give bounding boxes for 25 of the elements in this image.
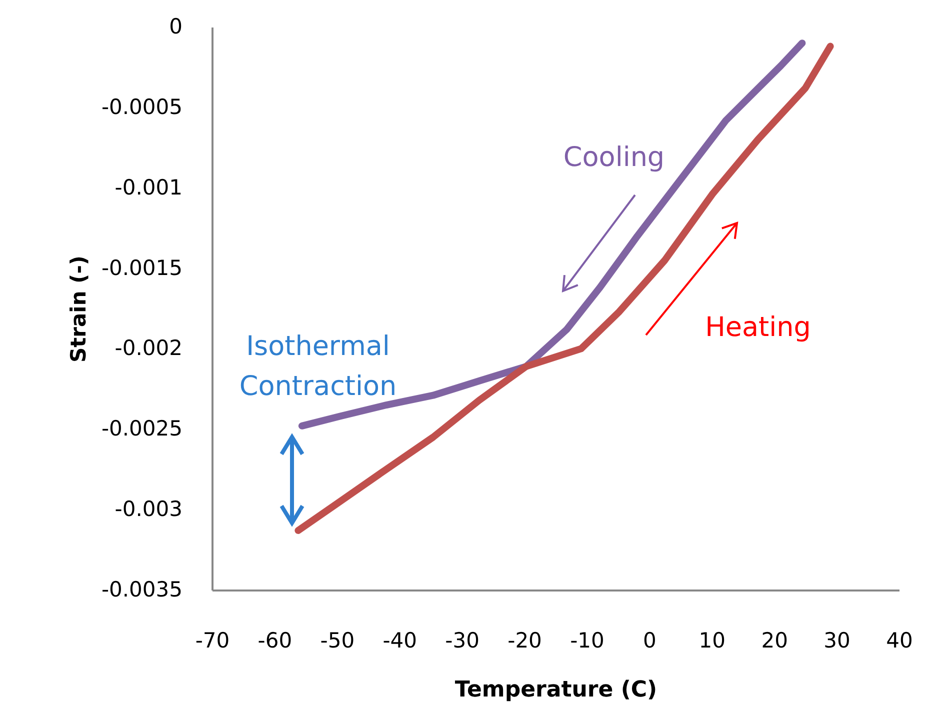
x-tick-label: -10 (570, 628, 604, 652)
y-tick-label: 0 (169, 14, 182, 38)
x-tick-label: 20 (761, 628, 788, 652)
x-tick-label: -60 (258, 628, 292, 652)
y-tick-label: -0.001 (114, 175, 182, 200)
y-tick-label: -0.002 (114, 336, 182, 360)
annotation: Cooling (563, 142, 665, 173)
x-axis-title: Temperature (C) (454, 678, 658, 702)
x-tick-label: 30 (824, 628, 850, 652)
y-tick-label: -0.003 (114, 497, 182, 522)
y-tick-label: -0.0015 (101, 256, 182, 280)
y-tick-label: -0.0005 (101, 94, 182, 119)
y-tick-label: -0.0025 (101, 416, 182, 441)
annotation: Heating (705, 312, 811, 343)
x-tick-label: 40 (886, 628, 913, 652)
x-tick-label: -70 (195, 628, 230, 652)
y-tick-label: -0.0035 (101, 578, 182, 602)
x-tick-label: -40 (382, 628, 418, 652)
y-axis-title: Strain (-) (66, 255, 90, 363)
x-tick-label: -30 (445, 628, 480, 652)
x-tick-label: 10 (698, 628, 726, 652)
x-tick-label: -20 (508, 628, 542, 652)
x-tick-label: -50 (320, 628, 355, 652)
x-tick-label: 0 (642, 628, 656, 652)
annotation: Isothermal Contraction (239, 331, 397, 402)
